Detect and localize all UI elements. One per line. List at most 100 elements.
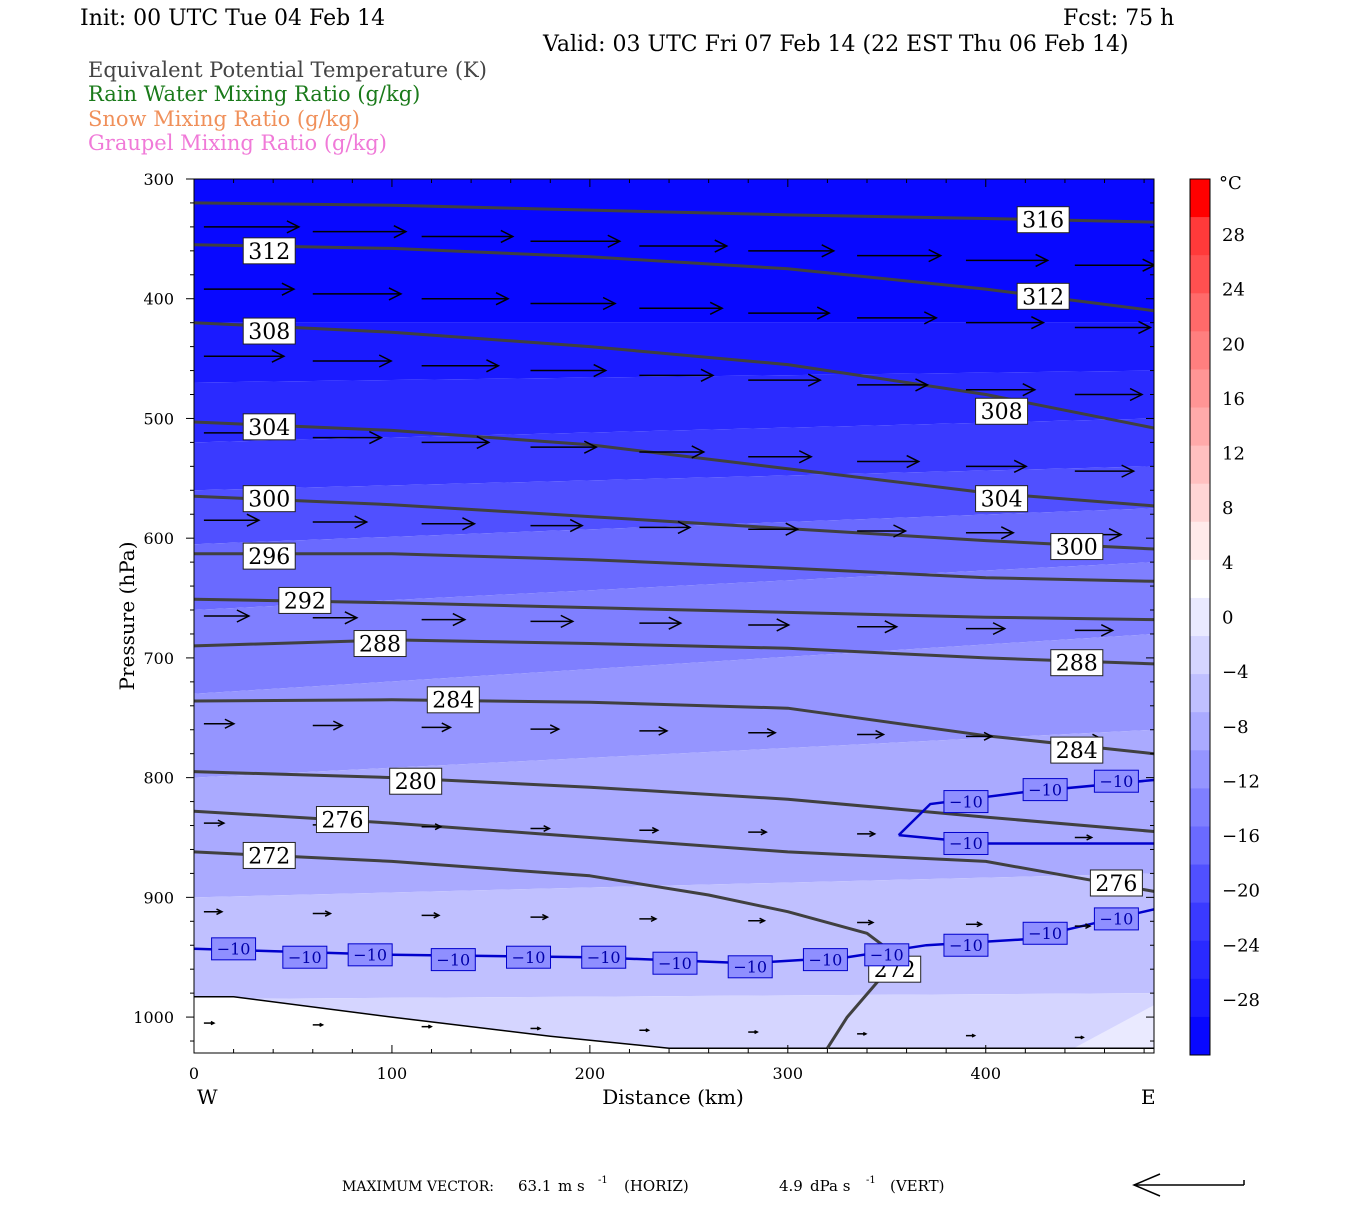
contour-labels: 316 312 312 308 308 304 304 300 300 296 292 288 288 2… (211, 206, 1143, 983)
isotherm-label-0-11: −10 (1022, 921, 1068, 945)
colorbar-tick-label: −4 (1222, 662, 1249, 683)
wind-vector (857, 524, 908, 538)
wind-vector (748, 1030, 759, 1035)
wind-vector (748, 306, 831, 320)
wind-vector (312, 430, 384, 445)
max-vector-vert-value: 4.9 (779, 1177, 803, 1195)
isotherm-label-0-10: −10 (943, 933, 989, 957)
colorbar-frame (1189, 178, 1211, 1056)
wind-vector (312, 1022, 325, 1028)
colorbar-tick-label: −28 (1222, 990, 1260, 1011)
y-tick-label: 900 (143, 888, 174, 907)
temp-band-5 (194, 508, 1154, 610)
wind-vector (857, 1031, 868, 1036)
isotherm-label-0-0-text: −10 (217, 940, 251, 959)
isotherm-label-1-1: −10 (1022, 778, 1068, 802)
colorbar-tick-label: 24 (1222, 280, 1245, 301)
wind-vector (530, 518, 584, 533)
theta-e-label-300-b: 300 (1050, 533, 1104, 560)
theta-e-contour-292 (194, 597, 1154, 622)
isotherm-label-0-8: −10 (802, 948, 848, 972)
theta-e-label-284-b-text: 284 (1056, 739, 1098, 764)
isotherm-label-0-0: −10 (211, 937, 257, 961)
colorbar: 28 24 20 16 12 8 4 0 −4 −8 −12 −16 −20 −24 −28 (1189, 178, 1260, 1056)
wind-vector (857, 248, 943, 263)
plot-frame (193, 178, 1155, 1054)
theta-e-label-300-text: 300 (248, 488, 290, 513)
isotherm-label-0-1-text: −10 (288, 948, 322, 967)
theta-e-label-312-text: 312 (248, 240, 290, 265)
wind-vector (639, 301, 724, 315)
wind-vector (639, 520, 692, 535)
temp-band-4 (194, 466, 1154, 545)
isotherm-minus10-line-0 (194, 908, 1154, 965)
wind-vector (203, 220, 301, 234)
colorbar-swatch (1190, 331, 1210, 370)
legend-theta-e: Equivalent Potential Temperature (K) (88, 58, 487, 82)
colorbar-swatch (1190, 750, 1210, 789)
y-axis: 300 400 500 600 700 800 900 1000 (133, 170, 1154, 1042)
y-tick-label: 300 (143, 170, 174, 189)
wind-vector (965, 526, 1015, 540)
colorbar-swatch (1190, 179, 1210, 218)
terrain-line (194, 995, 1154, 1049)
theta-e-label-280: 280 (389, 767, 443, 795)
theta-e-label-276-b: 276 (1089, 869, 1143, 897)
wind-vector (857, 378, 930, 392)
legend-snow: Snow Mixing Ratio (g/kg) (88, 107, 360, 131)
wind-vector (530, 614, 575, 629)
x-axis-east-label: E (1141, 1085, 1156, 1109)
temperature-fill (194, 179, 1154, 1053)
colorbar-tick-label: 0 (1222, 608, 1233, 629)
theta-e-label-296-text: 296 (248, 545, 290, 570)
colorbar-swatch (1190, 597, 1210, 637)
isotherm-label-0-10-text: −10 (949, 936, 983, 955)
wind-vector (530, 234, 622, 248)
wind-vector (421, 722, 453, 733)
x-tick-label: 400 (970, 1064, 1001, 1083)
wind-vector (203, 908, 224, 916)
colorbar-swatch (1190, 940, 1210, 980)
theta-e-label-276-text: 276 (321, 808, 363, 833)
forecast-hour-label: Fcst: 75 h (1063, 6, 1174, 31)
isotherm-label-0-2-text: −10 (353, 946, 387, 965)
theta-e-label-312: 312 (242, 237, 296, 265)
wind-vector (530, 913, 550, 921)
colorbar-tick-label: −12 (1222, 771, 1260, 792)
theta-e-contour-284 (194, 698, 1154, 756)
wind-vector (203, 1020, 216, 1026)
theta-e-label-316-text: 316 (1022, 209, 1064, 234)
temp-band-2 (194, 370, 1154, 443)
x-axis: 0 100 200 300 400 (189, 179, 1145, 1083)
wind-vector (1074, 258, 1154, 272)
theta-e-label-280-text: 280 (395, 770, 437, 795)
theta-e-contour-316 (194, 201, 1154, 224)
plot-area: 316 312 312 308 308 304 304 300 300 296 292 288 288 2… (194, 179, 1154, 1053)
theta-e-label-300: 300 (242, 485, 296, 513)
colorbar-tick-label: −8 (1222, 717, 1249, 738)
theta-e-label-284-b: 284 (1050, 736, 1104, 764)
temp-band-6 (194, 562, 1154, 694)
colorbar-tick-label: 4 (1222, 553, 1233, 574)
theta-e-label-288-text: 288 (359, 632, 401, 657)
wind-vector (1074, 834, 1094, 841)
isotherm-label-0-7: −10 (727, 955, 773, 979)
theta-e-label-304: 304 (242, 413, 296, 441)
temp-band-0 (194, 179, 1154, 323)
y-tick-label: 800 (143, 769, 174, 788)
colorbar-tick-label: −24 (1222, 935, 1260, 956)
wind-vector (312, 225, 408, 239)
wind-vector (203, 609, 251, 623)
wind-vector (748, 244, 836, 258)
wind-vector (421, 292, 510, 306)
colorbar-tick-label: −16 (1222, 826, 1260, 847)
y-tick-label: 700 (143, 649, 174, 668)
theta-e-label-284-text: 284 (432, 689, 474, 714)
colorbar-swatch (1190, 636, 1210, 675)
max-vector-vert-unit: dPa s (810, 1177, 850, 1195)
terrain (194, 995, 1154, 1053)
theta-e-label-300-b-text: 300 (1056, 535, 1098, 560)
wind-vector (530, 440, 598, 454)
isotherm-label-1-0: −10 (943, 790, 989, 814)
y-tick-label: 400 (143, 290, 174, 309)
